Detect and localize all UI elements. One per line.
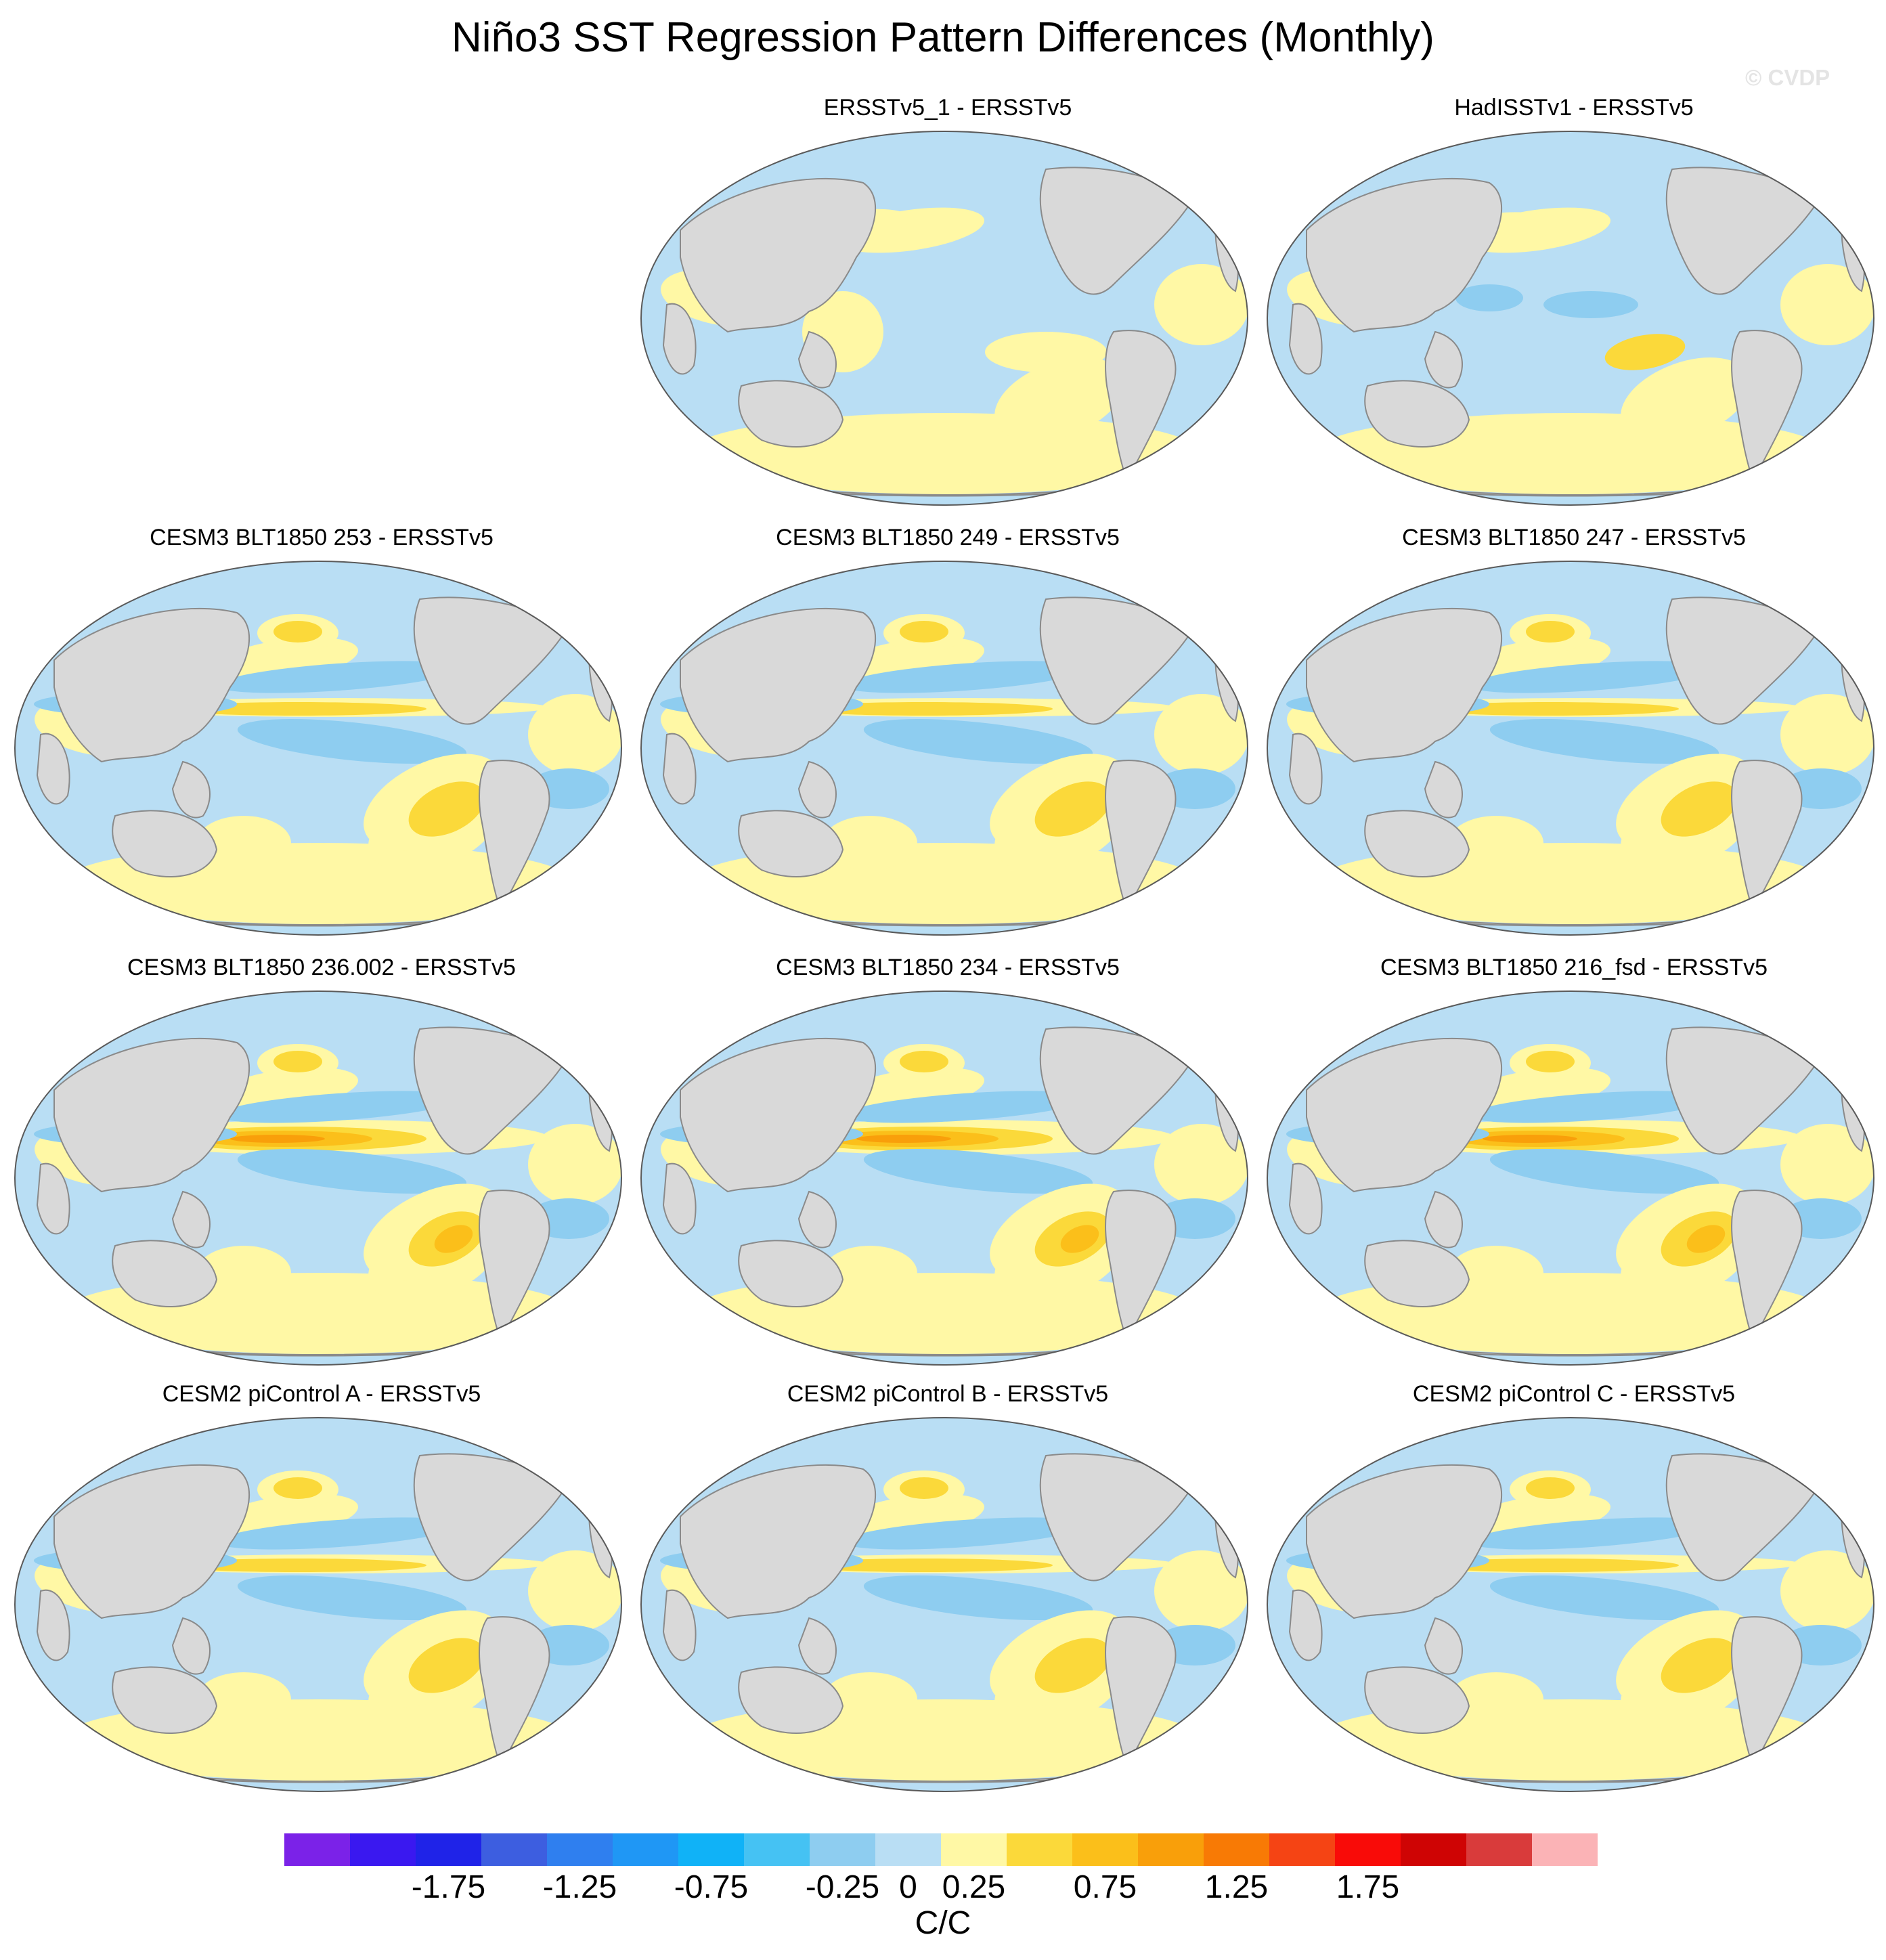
map-panel: CESM2 piControl C - ERSSTv5 xyxy=(1266,1381,1882,1794)
colorbar-tick-label: 1.75 xyxy=(1336,1869,1400,1905)
map-panel: CESM3 BLT1850 247 - ERSSTv5 xyxy=(1266,525,1882,938)
colorbar-swatch xyxy=(1466,1833,1533,1866)
colorbar-tick-label: 0 xyxy=(899,1869,917,1905)
colorbar-swatch xyxy=(1401,1833,1467,1866)
colorbar-tick-label: 0.75 xyxy=(1073,1869,1137,1905)
panel-title: ERSSTv5_1 - ERSSTv5 xyxy=(823,95,1072,121)
panel-title: CESM3 BLT1850 216_fsd - ERSSTv5 xyxy=(1380,955,1768,980)
robinson-map xyxy=(14,990,622,1366)
panel-title: CESM2 piControl B - ERSSTv5 xyxy=(787,1381,1109,1407)
colorbar-swatch xyxy=(1532,1833,1598,1866)
colorbar-tick-label: -1.25 xyxy=(542,1869,617,1905)
colorbar-units: C/C xyxy=(915,1905,971,1941)
colorbar-swatch xyxy=(744,1833,810,1866)
colorbar-tick-label: -0.25 xyxy=(805,1869,880,1905)
panel-title: CESM2 piControl C - ERSSTv5 xyxy=(1412,1381,1736,1407)
colorbar-swatch xyxy=(613,1833,679,1866)
colorbar-swatch xyxy=(1007,1833,1073,1866)
robinson-map xyxy=(640,561,1248,936)
robinson-map xyxy=(1267,561,1874,936)
colorbar-swatch xyxy=(678,1833,745,1866)
colorbar-swatch xyxy=(481,1833,548,1866)
robinson-map xyxy=(640,131,1248,506)
map-panel: CESM3 BLT1850 249 - ERSSTv5 xyxy=(640,525,1256,938)
colorbar-swatch xyxy=(1204,1833,1270,1866)
colorbar-swatch xyxy=(350,1833,416,1866)
map-panel: CESM3 BLT1850 253 - ERSSTv5 xyxy=(14,525,630,938)
colorbar xyxy=(284,1833,1598,1866)
robinson-map xyxy=(1267,1417,1874,1792)
figure-title: Niño3 SST Regression Pattern Differences… xyxy=(452,14,1434,61)
cvdp-credit: © CVDP xyxy=(1745,65,1830,90)
map-panel: CESM2 piControl A - ERSSTv5 xyxy=(14,1381,630,1794)
colorbar-tick-label: -1.75 xyxy=(411,1869,486,1905)
panel-title: CESM3 BLT1850 234 - ERSSTv5 xyxy=(776,955,1120,980)
map-panel: CESM3 BLT1850 216_fsd - ERSSTv5 xyxy=(1266,955,1882,1368)
robinson-map xyxy=(14,561,622,936)
colorbar-swatch xyxy=(875,1833,942,1866)
map-panel: HadISSTv1 - ERSSTv5 xyxy=(1266,95,1882,508)
colorbar-swatch xyxy=(1072,1833,1139,1866)
colorbar-swatch xyxy=(1335,1833,1401,1866)
colorbar-swatch xyxy=(416,1833,482,1866)
panel-title: CESM3 BLT1850 253 - ERSSTv5 xyxy=(150,525,494,550)
panel-title: CESM3 BLT1850 247 - ERSSTv5 xyxy=(1402,525,1746,550)
colorbar-tick-label: 0.25 xyxy=(942,1869,1006,1905)
robinson-map xyxy=(14,1417,622,1792)
map-panel: CESM3 BLT1850 236.002 - ERSSTv5 xyxy=(14,955,630,1368)
robinson-map xyxy=(640,990,1248,1366)
colorbar-swatch xyxy=(810,1833,876,1866)
robinson-map xyxy=(1267,131,1874,506)
colorbar-swatch xyxy=(941,1833,1007,1866)
colorbar-tick-label: -0.75 xyxy=(674,1869,749,1905)
panel-title: HadISSTv1 - ERSSTv5 xyxy=(1454,95,1694,121)
robinson-map xyxy=(1267,990,1874,1366)
colorbar-swatch xyxy=(1138,1833,1204,1866)
colorbar-tick-label: 1.25 xyxy=(1204,1869,1269,1905)
colorbar-swatch xyxy=(547,1833,613,1866)
map-panel: ERSSTv5_1 - ERSSTv5 xyxy=(640,95,1256,508)
map-panel: CESM2 piControl B - ERSSTv5 xyxy=(640,1381,1256,1794)
panel-title: CESM2 piControl A - ERSSTv5 xyxy=(162,1381,481,1407)
panel-title: CESM3 BLT1850 249 - ERSSTv5 xyxy=(776,525,1120,550)
colorbar-swatch xyxy=(284,1833,351,1866)
robinson-map xyxy=(640,1417,1248,1792)
colorbar-swatch xyxy=(1269,1833,1336,1866)
map-panel: CESM3 BLT1850 234 - ERSSTv5 xyxy=(640,955,1256,1368)
panel-title: CESM3 BLT1850 236.002 - ERSSTv5 xyxy=(127,955,516,980)
